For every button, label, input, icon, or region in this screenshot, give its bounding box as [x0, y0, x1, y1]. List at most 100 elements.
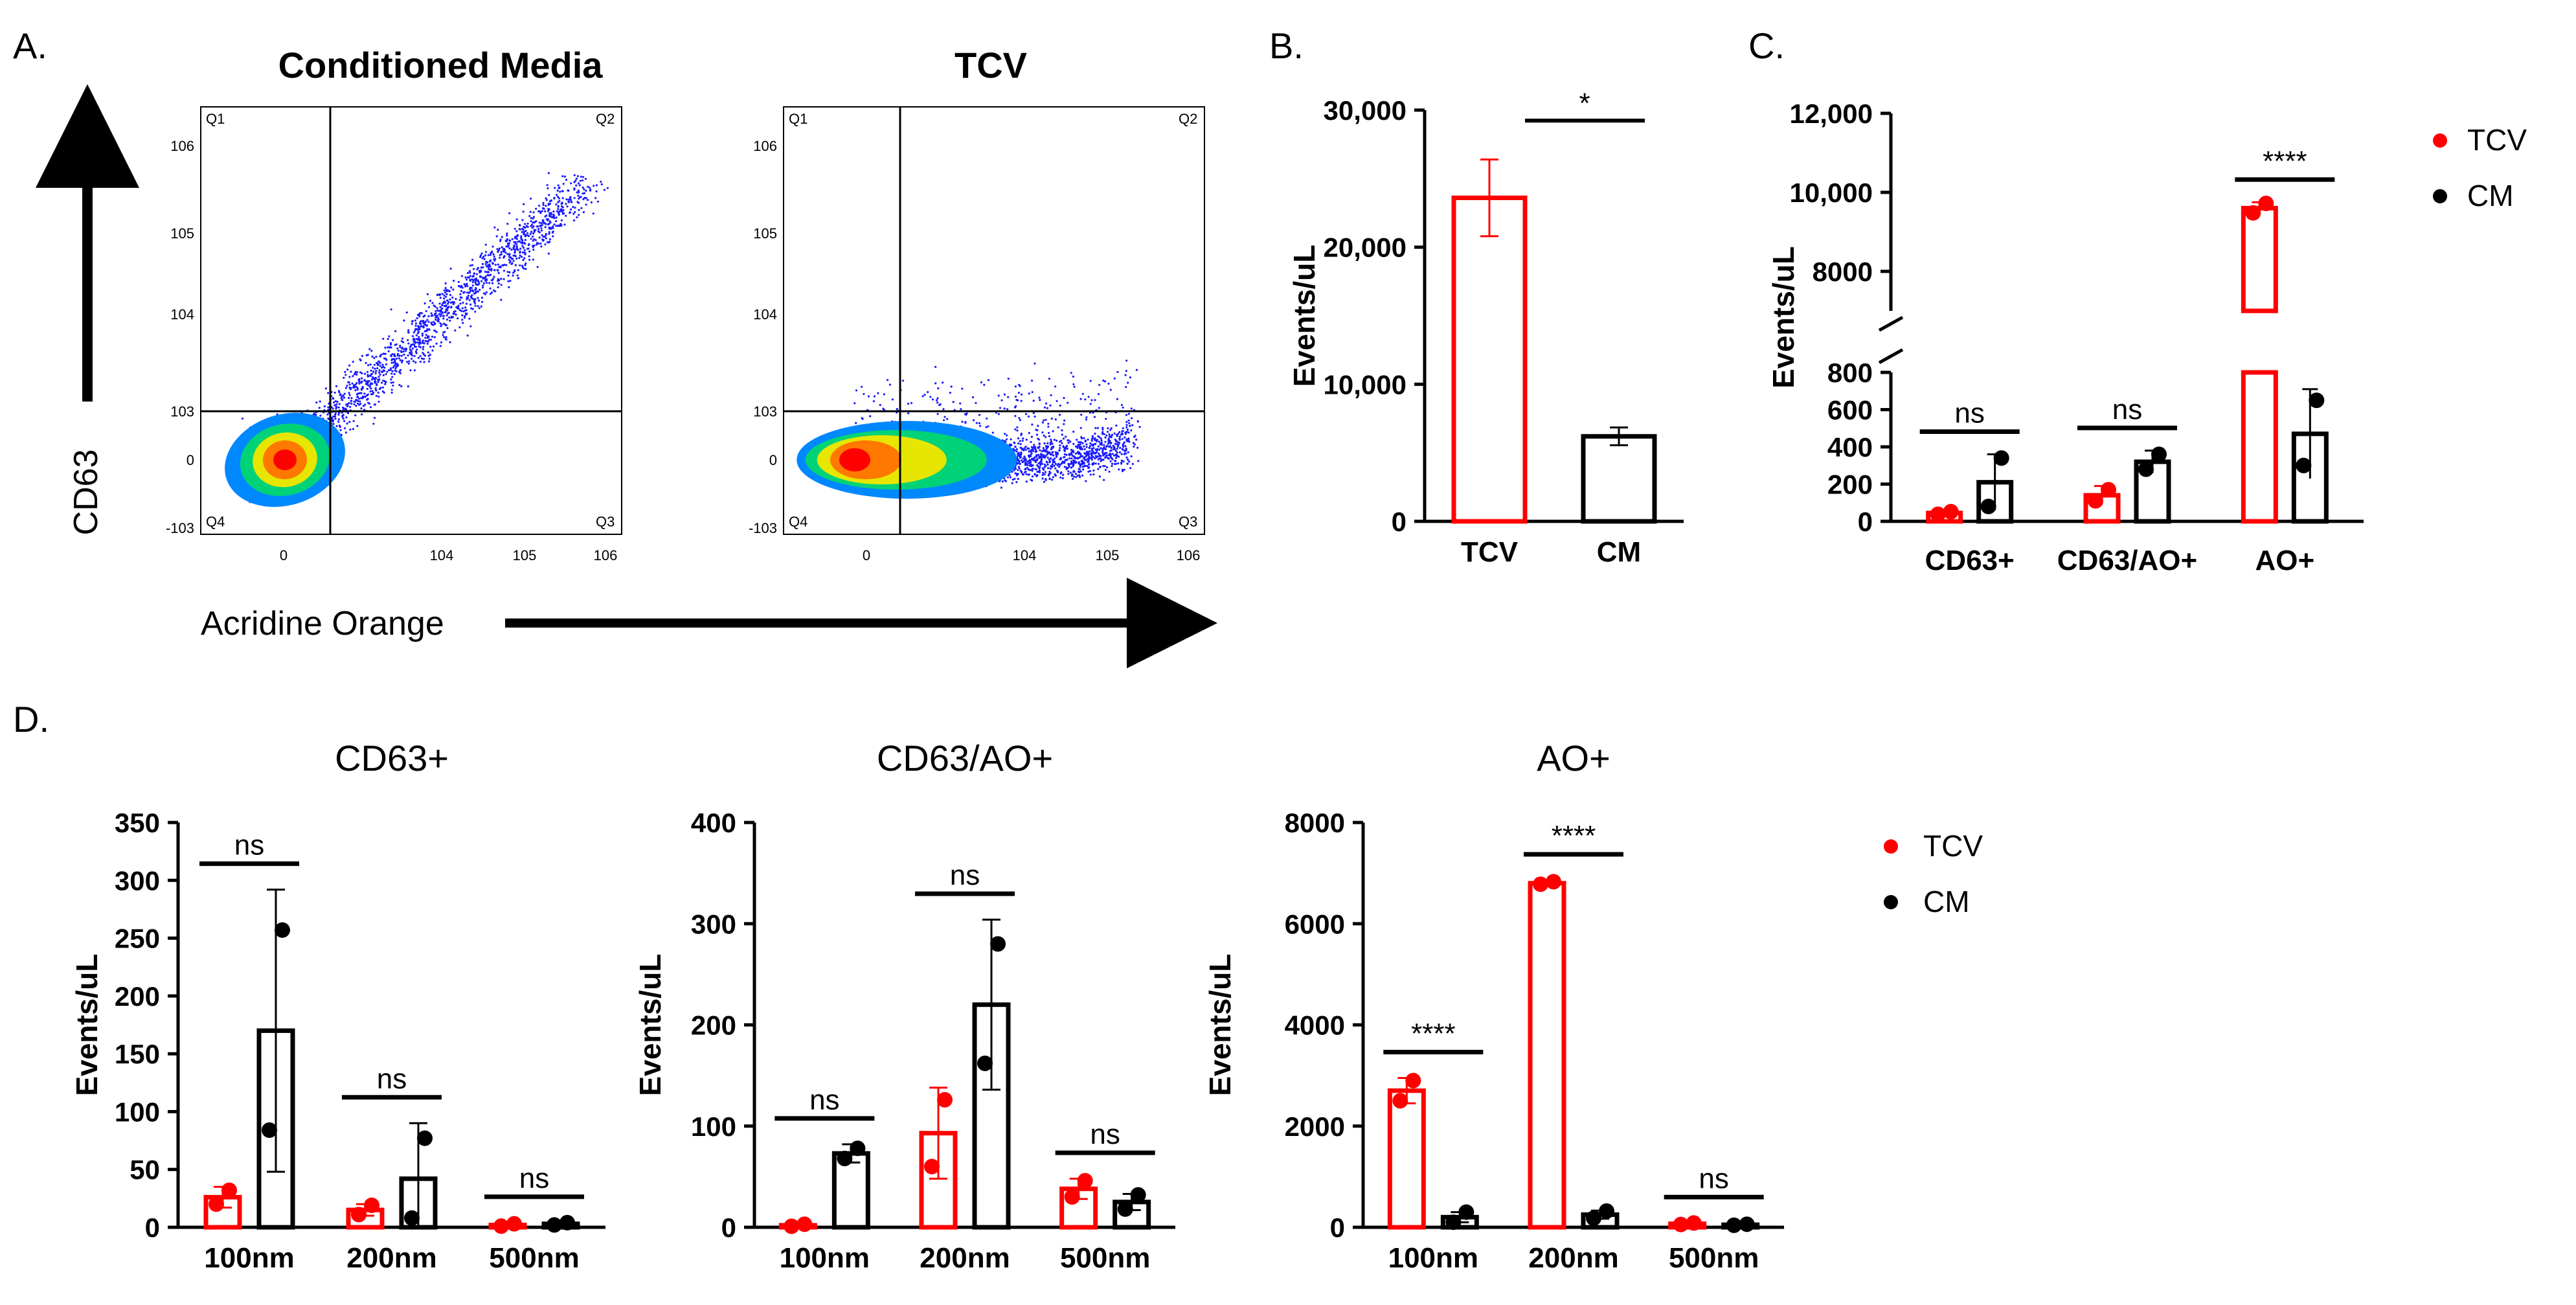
flow-event-dot: [576, 191, 578, 194]
flow-event-dot: [1003, 407, 1006, 410]
flow-event-dot: [1102, 451, 1104, 454]
x-tick-label: 0: [280, 547, 288, 563]
significance-label: ns: [1954, 398, 1984, 429]
flow-event-dot: [980, 381, 983, 383]
flow-event-dot: [375, 370, 378, 372]
y-tick-label: 0: [186, 452, 194, 468]
flow-event-dot: [1124, 374, 1127, 376]
flow-event-dot: [1117, 433, 1120, 435]
flow-event-dot: [939, 403, 942, 405]
flow-event-dot: [491, 250, 493, 253]
flow-event-dot: [532, 216, 536, 218]
data-point: [417, 1130, 433, 1146]
flow-event-dot: [412, 343, 414, 346]
flow-event-dot: [562, 183, 565, 185]
flow-event-dot: [366, 387, 368, 391]
flow-event-dot: [378, 371, 381, 374]
flow-event-dot: [447, 302, 449, 305]
flow-event-dot: [589, 188, 592, 191]
flow-event-dot: [459, 286, 462, 288]
flow-event-dot: [1036, 470, 1039, 473]
flow-event-dot: [472, 275, 475, 278]
flow-event-dot: [413, 369, 416, 372]
x-tick-label: 100nm: [204, 1242, 294, 1274]
flow-event-dot: [390, 378, 392, 381]
flow-event-dot: [1105, 451, 1108, 455]
flow-event-dot: [475, 283, 477, 286]
flow-event-dot: [1030, 464, 1032, 467]
flow-event-dot: [544, 210, 547, 212]
x-tick-label: 200nm: [346, 1242, 436, 1274]
flow-event-dot: [1102, 465, 1105, 468]
flow-event-dot: [1077, 457, 1079, 459]
flow-event-dot: [1028, 450, 1030, 453]
flow-event-dot: [1017, 473, 1019, 475]
flow-event-dot: [337, 406, 340, 409]
flow-event-dot: [1008, 474, 1011, 477]
flow-event-dot: [1125, 448, 1127, 450]
flow-event-dot: [1122, 449, 1124, 451]
flow-event-dot: [454, 310, 457, 313]
flow-event-dot: [1032, 448, 1034, 450]
flow-event-dot: [399, 345, 401, 347]
flow-event-dot: [345, 416, 348, 419]
flow-event-dot: [979, 425, 982, 427]
flow-event-dot: [390, 381, 392, 384]
flow-event-dot: [390, 308, 392, 311]
flow-event-dot: [485, 265, 488, 267]
flow-event-dot: [436, 307, 438, 310]
flow-event-dot: [508, 247, 511, 249]
flow-event-dot: [418, 330, 420, 333]
flow-event-dot: [438, 294, 441, 297]
flow-event-dot: [468, 317, 471, 320]
flow-event-dot: [1098, 448, 1101, 451]
flow-event-dot: [573, 187, 576, 190]
flow-event-dot: [390, 361, 393, 364]
flow-event-dot: [452, 302, 455, 306]
flow-event-dot: [337, 420, 340, 423]
flow-event-dot: [503, 269, 506, 272]
flow-event-dot: [1039, 399, 1041, 402]
flow-event-dot: [1126, 428, 1129, 431]
flow-event-dot: [548, 208, 550, 211]
flow-event-dot: [1024, 468, 1026, 471]
flow-event-dot: [1134, 435, 1136, 437]
flow-event-dot: [1083, 457, 1085, 460]
flow-event-dot: [907, 402, 910, 405]
flow-event-dot: [323, 405, 326, 407]
flow-event-dot: [333, 404, 336, 407]
flow-event-dot: [479, 256, 482, 258]
flow-event-dot: [1074, 445, 1078, 448]
flow-event-dot: [418, 338, 421, 341]
flow-event-dot: [531, 227, 534, 229]
flow-event-dot: [1051, 447, 1054, 449]
flow-event-dot: [1021, 459, 1023, 462]
flow-event-dot: [541, 219, 544, 221]
flow-event-dot: [370, 369, 372, 372]
flow-event-dot: [432, 321, 435, 323]
bar-tcv: [2241, 205, 2278, 313]
flow-event-dot: [375, 394, 378, 397]
flow-event-dot: [434, 305, 436, 308]
flow-event-dot: [1051, 442, 1054, 445]
flow-event-dot: [1079, 398, 1082, 400]
flow-event-dot: [475, 273, 478, 275]
flow-event-dot: [477, 305, 479, 308]
flow-event-dot: [1089, 380, 1092, 382]
flow-event-dot: [1126, 440, 1129, 442]
flow-event-dot: [521, 245, 524, 247]
density-cloud: [797, 359, 1141, 499]
panel-label-a: A.: [13, 25, 47, 66]
flow-event-dot: [1135, 369, 1138, 371]
flow-event-dot: [394, 355, 396, 357]
flow-event-dot: [592, 212, 594, 215]
flow-event-dot: [1022, 457, 1024, 460]
flow-event-dot: [569, 196, 572, 198]
flow-event-dot: [399, 359, 401, 361]
flow-event-dot: [346, 369, 349, 371]
y-tick-label: 20,000: [1324, 233, 1407, 263]
flow-event-dot: [398, 357, 400, 359]
flow-event-dot: [491, 282, 494, 284]
flow-event-dot: [379, 355, 381, 357]
